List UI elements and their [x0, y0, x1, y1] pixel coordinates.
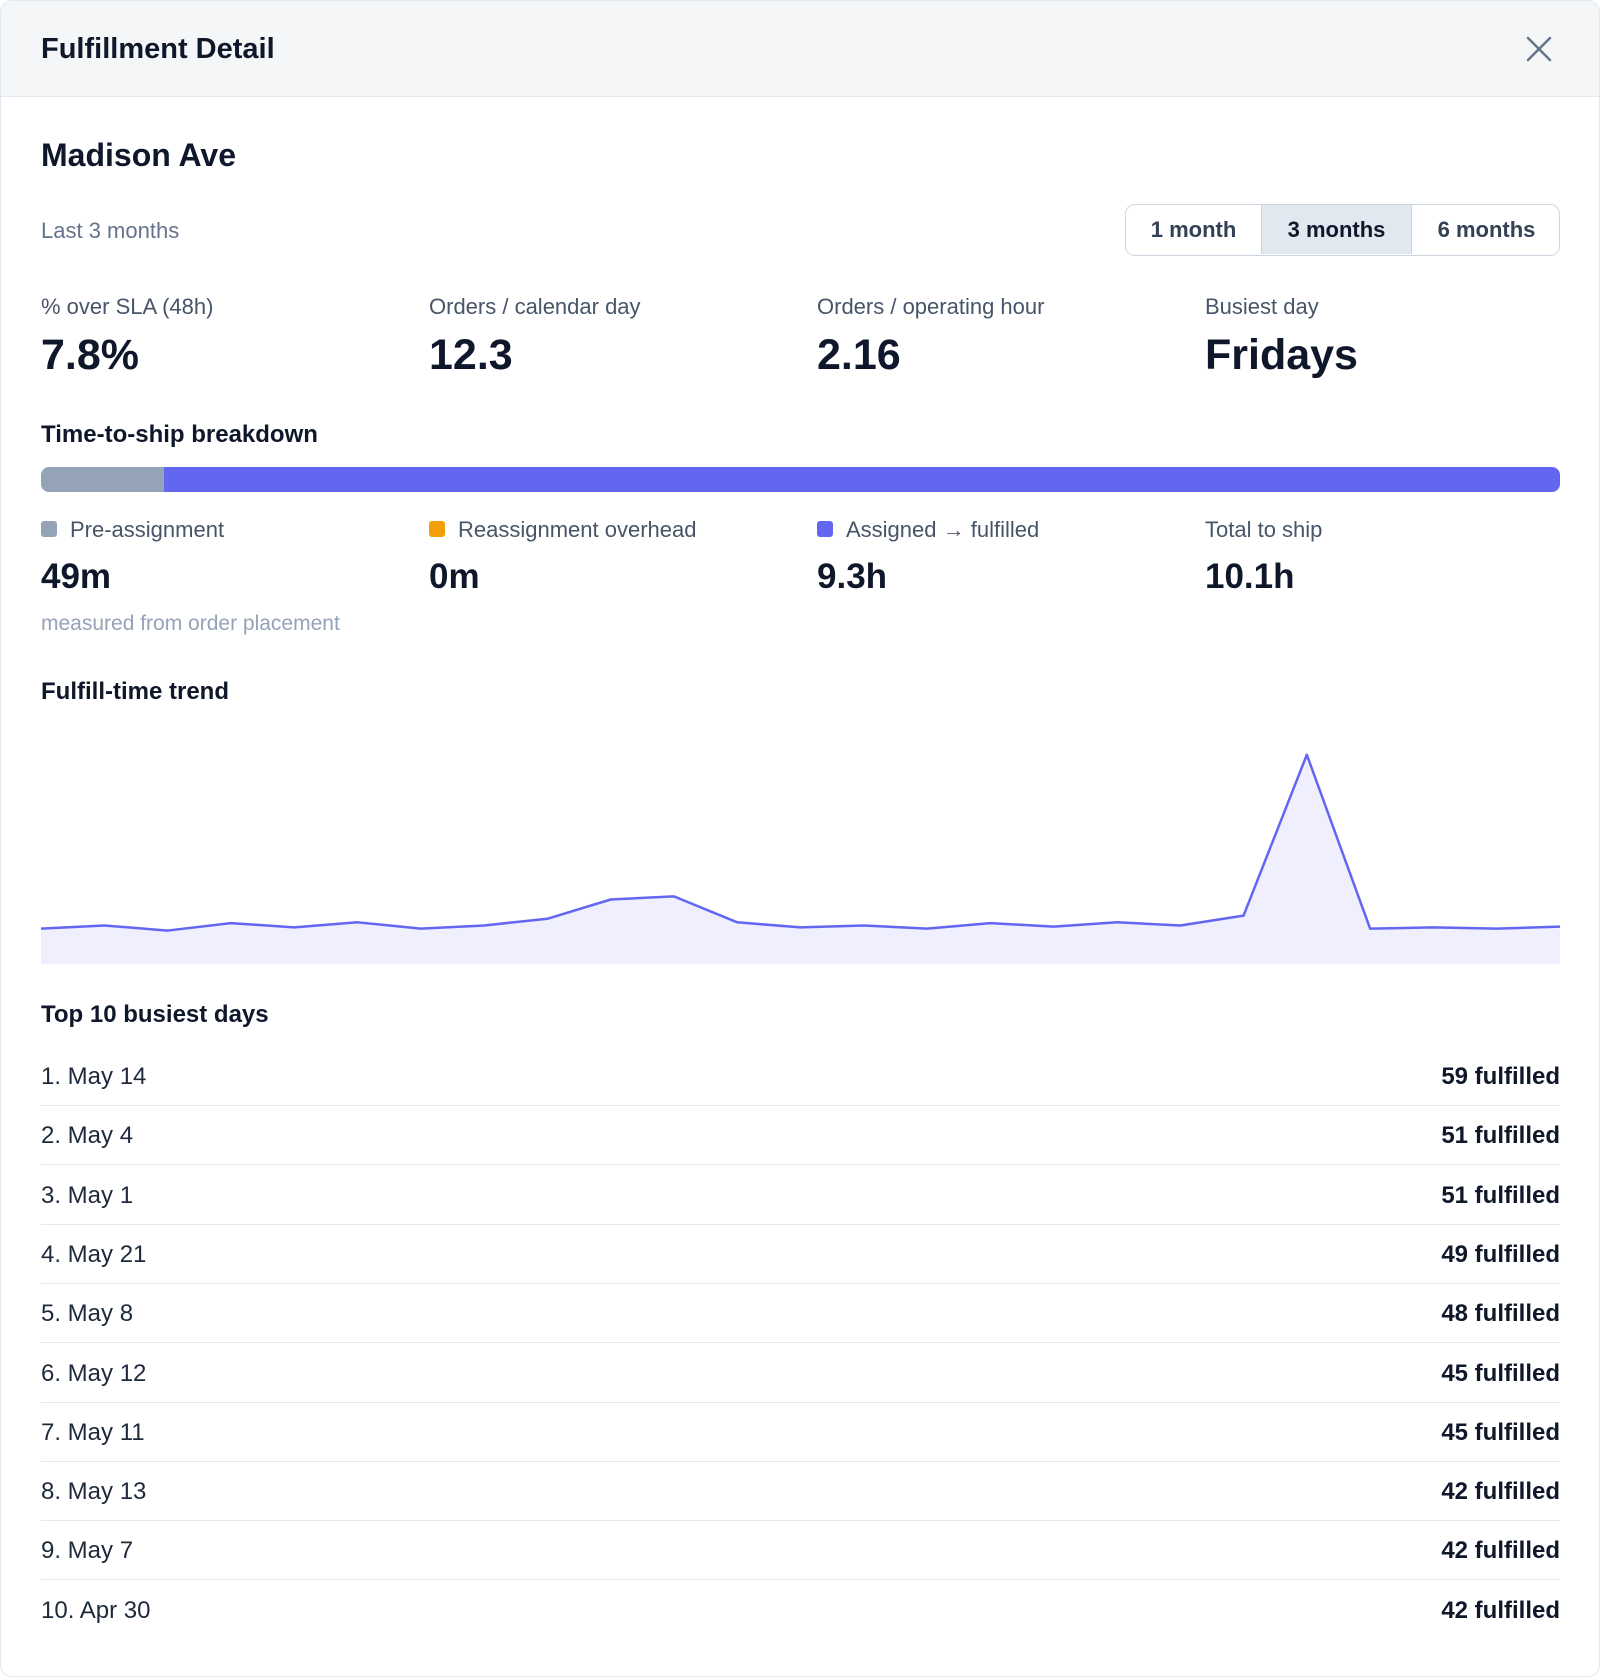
row-divider	[41, 1401, 1560, 1403]
legend-label: Reassignment overhead	[458, 517, 697, 542]
legend-swatch	[41, 521, 57, 537]
stat-label: Busiest day	[1205, 294, 1319, 319]
dialog-header	[1, 1, 1599, 97]
stat-value: 7.8%	[41, 331, 140, 379]
row-divider	[41, 1105, 1560, 1106]
day-label: 6. May 12	[41, 1359, 147, 1387]
day-label: 7. May 11	[41, 1418, 145, 1446]
stat-value: Fridays	[1205, 331, 1358, 379]
stat-value: 12.3	[429, 331, 513, 379]
chart-title: Fulfill-time trend	[41, 678, 229, 705]
stat-label: Orders / calendar day	[429, 294, 641, 319]
stat-label: Orders / operating hour	[817, 294, 1045, 319]
legend-label: Pre-assignment	[70, 517, 225, 542]
trend-area	[41, 754, 1560, 964]
segment-value: 9.3h	[817, 557, 888, 596]
day-label: 2. May 4	[41, 1122, 134, 1150]
period-label: Last 3 months	[41, 218, 180, 243]
day-count: 45 fulfilled	[1441, 1359, 1560, 1387]
close-button[interactable]	[1525, 35, 1553, 63]
day-count: 59 fulfilled	[1441, 1063, 1560, 1090]
bar-segment	[163, 467, 1560, 492]
segment-value: 0m	[429, 557, 480, 596]
trend-line	[40, 753, 1561, 932]
period-option[interactable]: 3 months	[1261, 205, 1411, 254]
day-label: 8. May 13	[41, 1478, 147, 1506]
day-label: 5. May 8	[41, 1300, 134, 1328]
day-label: 10. Apr 30	[41, 1596, 151, 1624]
row-divider	[41, 1520, 1560, 1522]
day-count: 42 fulfilled	[1441, 1537, 1560, 1565]
breakdown-bar	[41, 467, 1560, 492]
section-title: Top 10 busiest days	[41, 1001, 269, 1028]
row-divider	[41, 1282, 1560, 1284]
day-count: 48 fulfilled	[1441, 1300, 1560, 1328]
day-count: 51 fulfilled	[1441, 1181, 1560, 1209]
total-label: Total to ship	[1205, 517, 1323, 542]
segment-value: 49m	[41, 557, 112, 596]
day-count: 45 fulfilled	[1441, 1418, 1560, 1446]
day-count: 42 fulfilled	[1441, 1478, 1560, 1506]
period-selector: 1 month 3 months 6 months	[1125, 204, 1560, 256]
day-label: 9. May 7	[41, 1537, 134, 1565]
day-label: 1. May 14	[41, 1063, 147, 1090]
row-divider	[41, 1342, 1560, 1344]
row-divider	[41, 1164, 1560, 1166]
stat-value: 2.16	[817, 331, 901, 379]
period-option[interactable]: 6 months	[1411, 205, 1559, 254]
dialog-title: Fulfillment Detail	[41, 33, 275, 65]
day-label: 4. May 21	[41, 1240, 147, 1268]
row-divider	[41, 1460, 1560, 1462]
legend-swatch	[429, 521, 445, 537]
row-divider	[41, 1223, 1560, 1225]
stat-label: % over SLA (48h)	[41, 294, 214, 319]
note: measured from order placement	[41, 612, 340, 635]
day-count: 51 fulfilled	[1441, 1122, 1560, 1150]
day-count: 49 fulfilled	[1441, 1240, 1560, 1268]
period-option[interactable]: 1 month	[1126, 205, 1261, 254]
legend-label: Assigned → fulfilled	[846, 517, 1040, 542]
row-divider	[41, 1579, 1560, 1581]
location-name: Madison Ave	[41, 137, 236, 173]
bar-segment	[41, 467, 164, 492]
section-title: Time-to-ship breakdown	[41, 421, 318, 448]
total-value: 10.1h	[1205, 557, 1295, 596]
legend-swatch	[817, 521, 833, 537]
day-label: 3. May 1	[41, 1181, 134, 1209]
day-count: 42 fulfilled	[1441, 1596, 1560, 1624]
